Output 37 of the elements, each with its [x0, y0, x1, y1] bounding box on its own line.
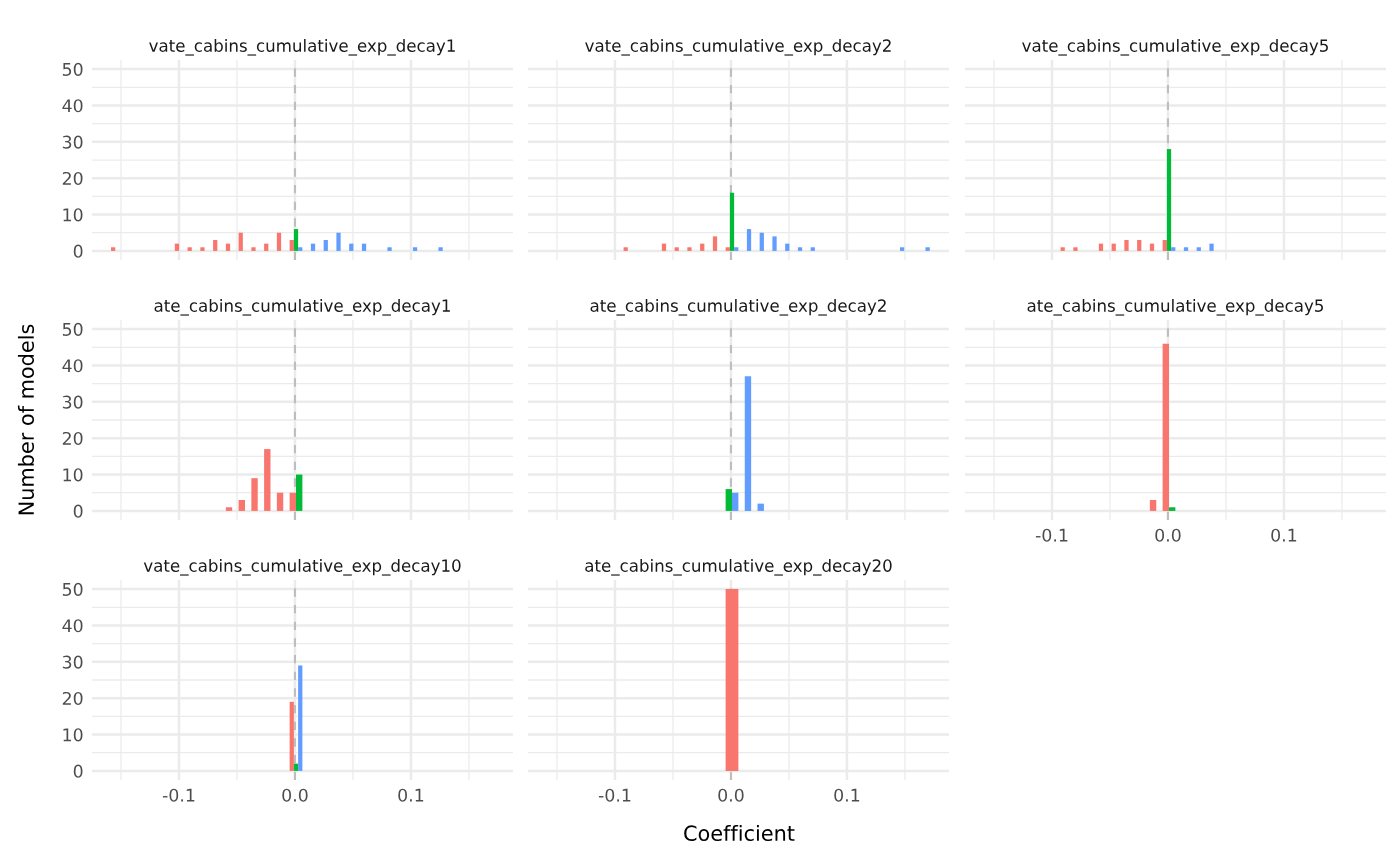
x-tick-label: 0.0 — [1155, 528, 1181, 542]
chart-title: vate_cabins_cumulative_exp_decay1 — [149, 39, 455, 56]
y-tick-label: 30 — [62, 395, 83, 409]
y-tick-label: 40 — [62, 359, 83, 373]
x-tick-label: 0.0 — [718, 788, 744, 802]
x-tick-label: 0.1 — [1271, 528, 1297, 542]
chart-title: ate_cabins_cumulative_exp_decay2 — [590, 299, 886, 316]
y-tick-label: 30 — [62, 135, 83, 149]
chart-title: vate_cabins_cumulative_exp_decay2 — [585, 39, 891, 56]
y-tick-label: 20 — [62, 691, 83, 706]
chart-title: ate_cabins_cumulative_exp_decay20 — [585, 559, 892, 576]
chart-title: vate_cabins_cumulative_exp_decay5 — [1022, 39, 1328, 56]
y-tick-label: 10 — [63, 728, 83, 742]
y-tick-label: 10 — [63, 208, 83, 222]
chart-title: ate_cabins_cumulative_exp_decay5 — [1027, 299, 1323, 316]
chart-title: vate_cabins_cumulative_exp_decay10 — [143, 559, 461, 576]
x-tick-label: 0.1 — [398, 788, 424, 802]
y-tick-label: 50 — [62, 62, 83, 76]
y-tick-label: 50 — [62, 582, 83, 596]
y-tick-label: 40 — [62, 99, 83, 113]
chart-title: ate_cabins_cumulative_exp_decay1 — [154, 299, 450, 316]
x-tick-label: -0.1 — [162, 788, 195, 802]
x-tick-label: 0.0 — [282, 788, 308, 802]
y-tick-label: 0 — [73, 244, 83, 258]
y-tick-label: 20 — [62, 431, 83, 446]
y-tick-label: 0 — [73, 504, 83, 518]
y-axis-title: Number of models — [17, 324, 35, 515]
y-tick-label: 40 — [62, 619, 83, 633]
y-tick-label: 10 — [63, 468, 83, 482]
x-tick-label: -0.1 — [598, 788, 631, 802]
y-tick-label: 50 — [62, 322, 83, 336]
x-axis-title: Coefficient — [684, 824, 795, 842]
x-tick-label: 0.1 — [834, 788, 860, 802]
y-tick-label: 30 — [62, 655, 83, 669]
y-tick-label: 20 — [62, 171, 83, 186]
x-tick-label: -0.1 — [1035, 528, 1068, 542]
y-tick-label: 0 — [73, 764, 83, 778]
